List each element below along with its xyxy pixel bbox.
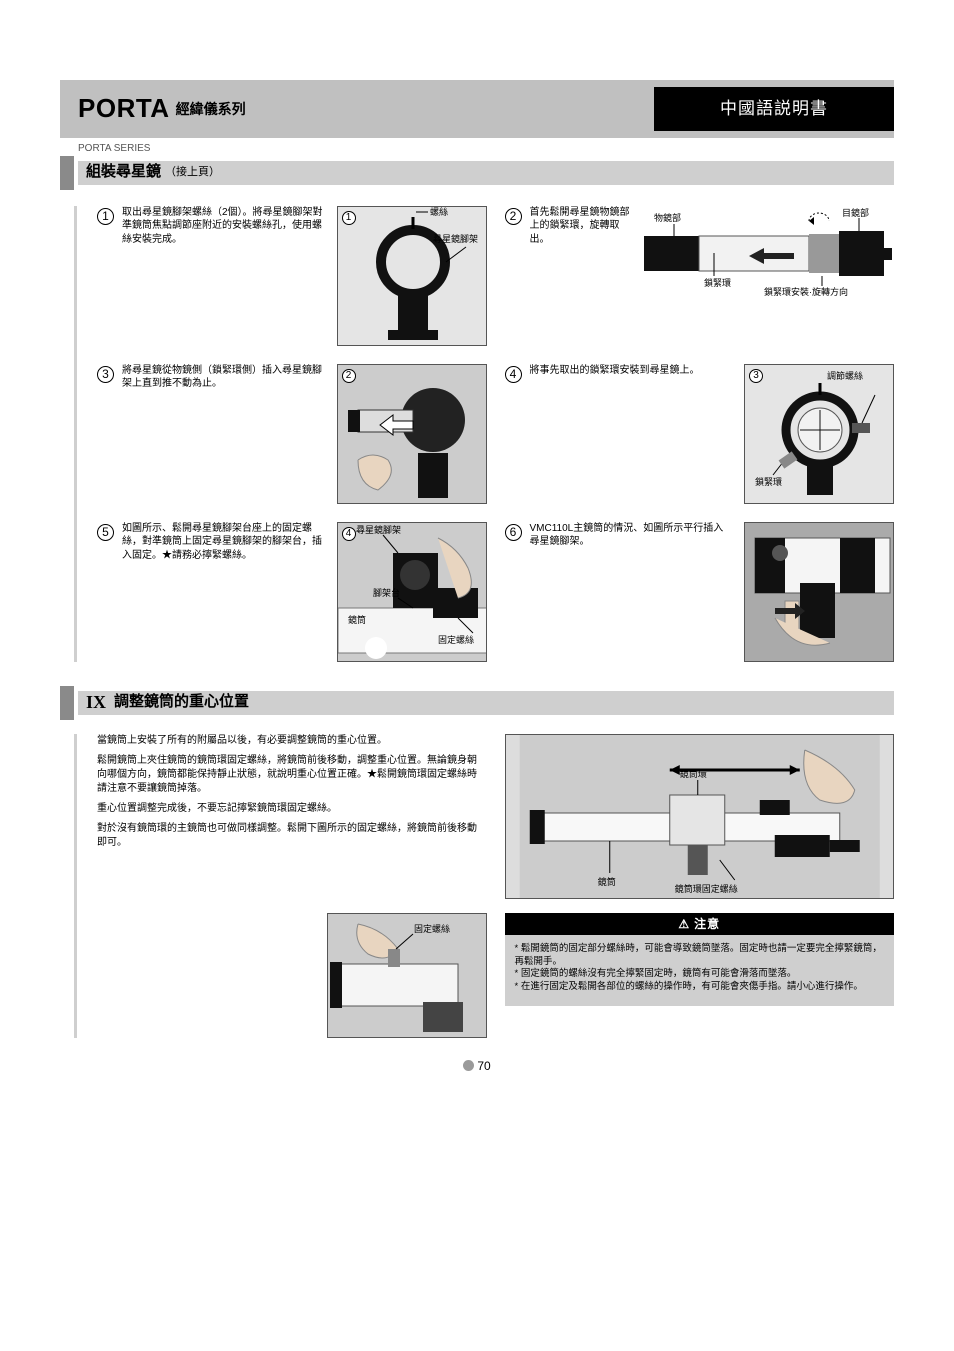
step-4-image: 3 調節螺絲 鎖緊環 [744,364,894,504]
label-tube: 鏡筒 [348,614,366,625]
label-bracket: 尋星鏡腳架 [433,233,478,244]
step-6-number: 6 [505,524,522,541]
label-ring: 鏡筒環 [679,768,706,779]
section-9-title: 調整鏡筒的重心位置 [114,692,249,712]
step-3-text: 將尋星鏡從物鏡側（鎖緊環側）插入尋星鏡腳架上直到推不動為止。 [122,364,329,504]
step-5-img-num: 4 [342,527,356,541]
section-9-small-img-wrap: 固定螺絲 [97,913,487,1038]
caution-item: 在進行固定及鬆開各部位的螺絲的操作時，有可能會夾傷手指。請小心進行操作。 [515,981,885,994]
section-9-title-bar: IX 調整鏡筒的重心位置 [78,691,894,715]
step-1-text: 取出尋星鏡腳架螺絲（2個）。將尋星鏡腳架對準鏡筒焦點調節座附近的安裝螺絲孔，使用… [122,206,329,346]
step-1: 1 取出尋星鏡腳架螺絲（2個）。將尋星鏡腳架對準鏡筒焦點調節座附近的安裝螺絲孔，… [97,206,487,346]
header-subtitle: 經緯儀系列 [176,100,246,119]
no-ring-adjust-image: 固定螺絲 [327,913,487,1038]
finder-bracket-illustration: 螺絲 尋星鏡腳架 [338,207,487,346]
step-5: 5 如圖所示、鬆開尋星鏡腳架台座上的固定螺絲，對準鏡筒上固定尋星鏡腳架的腳架台，… [97,522,487,662]
label-tube2: 鏡筒 [597,876,615,887]
label-bracket2: 尋星鏡腳架 [356,524,401,535]
page-dot-icon [463,1060,474,1071]
label-base: 腳架台 [373,587,400,598]
caution-list: 鬆開鏡筒的固定部分螺絲時，可能會導致鏡筒墜落。固定時也請一定要完全擰緊鏡筒，再鬆… [515,943,885,994]
step-3-image: 2 [337,364,487,504]
section-9-grid: 當鏡筒上安裝了所有的附屬品以後，有必要調整鏡筒的重心位置。 鬆開鏡筒上夾住鏡筒的… [97,734,894,1038]
section-9-roman: IX [86,690,106,714]
section-marker [60,686,74,720]
section-8-title-bar: 組裝尋星鏡 （接上頁） [78,161,894,185]
step-1-number: 1 [97,208,114,225]
vmc110l-illustration [745,523,894,662]
caution-body: 鬆開鏡筒的固定部分螺絲時，可能會導致鏡筒墜落。固定時也請一定要完全擰緊鏡筒，再鬆… [505,935,895,1006]
header: PORTA 經緯儀系列 中國語説明書 PORTA SERIES [60,80,894,156]
section-9-text-col: 當鏡筒上安裝了所有的附屬品以後，有必要調整鏡筒的重心位置。 鬆開鏡筒上夾住鏡筒的… [97,734,487,899]
mount-bracket-illustration: 尋星鏡腳架 鏡筒 腳架台 固定螺絲 [338,523,487,662]
step-5-text: 如圖所示、鬆開尋星鏡腳架台座上的固定螺絲，對準鏡筒上固定尋星鏡腳架的腳架台，插入… [122,522,329,662]
step-2-number: 2 [505,208,522,225]
section-marker [60,156,74,190]
step-6-text: VMC110L主鏡筒的情況、如圖所示平行插入尋星鏡腳架。 [530,522,737,662]
step-4: 4 將事先取出的鎖緊環安裝到尋星鏡上。 3 調節螺絲 [505,364,895,504]
section-9-p1: 當鏡筒上安裝了所有的附屬品以後，有必要調整鏡筒的重心位置。 [97,734,487,748]
warning-icon: ⚠ [678,916,690,932]
label-fix-screw: 固定螺絲 [438,634,474,645]
step-5-image: 4 尋星鏡腳架 鏡筒 腳架台 [337,522,487,662]
section-8-subtitle: （接上頁） [165,165,220,180]
section-8-body: 1 取出尋星鏡腳架螺絲（2個）。將尋星鏡腳架對準鏡筒焦點調節座附近的安裝螺絲孔，… [74,206,894,662]
section-9-p2: 鬆開鏡筒上夾住鏡筒的鏡筒環固定螺絲，將鏡筒前後移動，調整重心位置。無論鏡身朝向哪… [97,754,487,796]
section-9-p3: 重心位置調整完成後，不要忘記擰緊鏡筒環固定螺絲。 [97,802,487,816]
label-ring-screw: 鏡筒環固定螺絲 [674,883,737,894]
step-6: 6 VMC110L主鏡筒的情況、如圖所示平行插入尋星鏡腳架。 [505,522,895,662]
step-4-number: 4 [505,366,522,383]
step-6-image [744,522,894,662]
label-rotate: 鎖緊環安裝·旋轉方向 [764,286,848,296]
label-adjust-screw: 調節螺絲 [827,370,863,381]
section-9-body: 當鏡筒上安裝了所有的附屬品以後，有必要調整鏡筒的重心位置。 鬆開鏡筒上夾住鏡筒的… [74,734,894,1038]
section-8-title: 組裝尋星鏡 [86,162,161,182]
insert-finder-illustration [338,365,487,504]
header-bar: PORTA 經緯儀系列 中國語説明書 [60,80,894,138]
step-2-image: 鎖緊環 物鏡部 目鏡部 鎖緊環安裝·旋轉方向 [644,206,894,296]
label-screw: 螺絲 [430,207,448,217]
header-language-badge: 中國語説明書 [654,87,894,131]
header-title: PORTA [78,91,170,126]
panel-grid: 1 取出尋星鏡腳架螺絲（2個）。將尋星鏡腳架對準鏡筒焦點調節座附近的安裝螺絲孔，… [97,206,894,662]
step-4-text: 將事先取出的鎖緊環安裝到尋星鏡上。 [530,364,737,504]
step-2-text: 首先鬆開尋星鏡物鏡部上的鎖緊環，旋轉取出。 [530,206,637,346]
step-3-number: 3 [97,366,114,383]
step-5-number: 5 [97,524,114,541]
caution-item: 固定鏡筒的螺絲沒有完全擰緊固定時，鏡筒有可能會滑落而墜落。 [515,968,885,981]
label-lockring2: 鎖緊環 [755,476,782,487]
step-2: 2 首先鬆開尋星鏡物鏡部上的鎖緊環，旋轉取出。 鎖緊環 物鏡部 [505,206,895,346]
label-fix-screw2: 固定螺絲 [414,923,450,934]
step-1-image: 1 螺絲 尋星鏡腳架 [337,206,487,346]
header-under-label: PORTA SERIES [60,138,894,156]
step-1-img-num: 1 [342,211,356,225]
label-objective: 物鏡部 [654,212,681,223]
no-ring-adjust-illustration: 固定螺絲 [328,914,487,1038]
section-9-p4: 對於沒有鏡筒環的主鏡筒也可做同樣調整。鬆開下圖所示的固定螺絲，將鏡筒前後移動即可… [97,822,487,850]
page: PORTA 經緯儀系列 中國語説明書 PORTA SERIES 組裝尋星鏡 （接… [0,80,954,1114]
label-eyepiece: 目鏡部 [842,207,869,218]
lock-ring-illustration: 調節螺絲 鎖緊環 [745,365,894,504]
balance-adjust-illustration: 鏡筒 鏡筒環 鏡筒環固定螺絲 [506,735,894,899]
step-3: 3 將尋星鏡從物鏡側（鎖緊環側）插入尋星鏡腳架上直到推不動為止。 2 [97,364,487,504]
finder-scope-illustration: 鎖緊環 物鏡部 目鏡部 鎖緊環安裝·旋轉方向 [644,206,894,296]
caution-title: 注意 [694,917,720,931]
section-9-bar: IX 調整鏡筒的重心位置 [60,686,894,720]
label-lockring: 鎖緊環 [704,277,731,288]
caution-header: ⚠ 注意 [505,913,895,935]
caution-box: ⚠ 注意 鬆開鏡筒的固定部分螺絲時，可能會導致鏡筒墜落。固定時也請一定要完全擰緊鏡… [505,913,895,1038]
page-number: 70 [60,1058,894,1074]
step-4-img-num: 3 [749,369,763,383]
header-language-text: 中國語説明書 [720,98,828,121]
caution-item: 鬆開鏡筒的固定部分螺絲時，可能會導致鏡筒墜落。固定時也請一定要完全擰緊鏡筒，再鬆… [515,943,885,969]
section-8-bar: 組裝尋星鏡 （接上頁） [60,156,894,190]
page-number-value: 70 [477,1059,490,1073]
balance-adjust-image: 鏡筒 鏡筒環 鏡筒環固定螺絲 [505,734,895,899]
step-3-img-num: 2 [342,369,356,383]
